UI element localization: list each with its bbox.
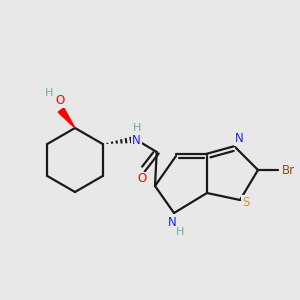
Text: H: H [45, 88, 53, 98]
Text: N: N [168, 217, 176, 230]
Polygon shape [58, 108, 75, 128]
Text: O: O [137, 172, 146, 185]
Text: H: H [176, 227, 184, 237]
Text: Br: Br [281, 164, 295, 176]
Text: N: N [235, 133, 243, 146]
Text: H: H [133, 123, 141, 133]
Text: O: O [56, 94, 64, 107]
Text: S: S [242, 196, 250, 208]
Text: N: N [132, 134, 141, 146]
